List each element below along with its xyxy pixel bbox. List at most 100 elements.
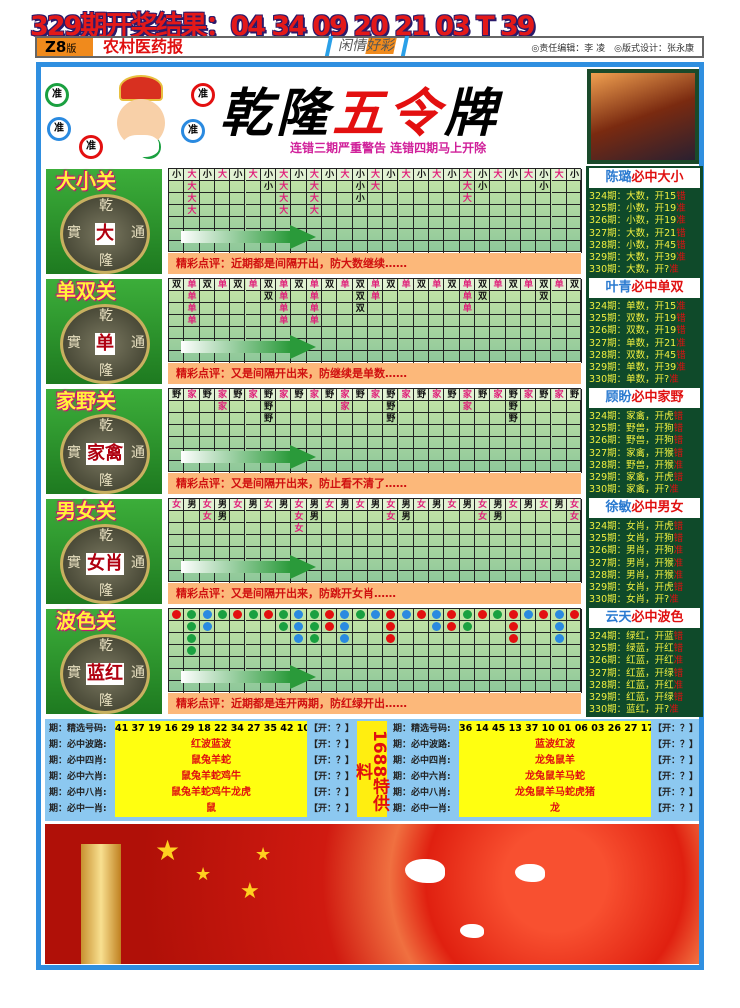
grid-cell (291, 181, 307, 193)
prediction-text: 324期：女肖，开虎 (589, 521, 674, 532)
grid-cell (398, 499, 414, 511)
grid-cell (230, 621, 246, 633)
grid-cell (536, 351, 552, 363)
grid-cell (459, 559, 475, 571)
grid-cell (383, 499, 399, 511)
grid-cell (230, 181, 246, 193)
grid-cell (352, 279, 368, 291)
grid-cell (520, 401, 537, 413)
grid-cell (520, 327, 537, 339)
section-3: 乾隆實通家禽 家野关野家野家家野家野野野家野家野家家野家野野野家野家野家家野家野野… (45, 386, 703, 497)
grid-cell (337, 315, 353, 327)
pick-label: 期：精选号码: (393, 724, 451, 734)
predictor-name: 徐敏 (605, 500, 632, 515)
grid-cell (383, 315, 399, 327)
grid-cell (444, 645, 460, 657)
grid-cell (383, 181, 399, 193)
prediction-result: 错 (673, 533, 684, 545)
grid-cell (399, 461, 414, 473)
grid-cell (276, 425, 292, 437)
grid-cell (551, 193, 567, 205)
coin-glyph: 隆 (99, 363, 113, 379)
grid-cell (169, 681, 185, 693)
grid-cell (200, 461, 215, 473)
grid-cell (383, 193, 399, 205)
grid-cell (291, 389, 307, 401)
grid-cell (536, 279, 552, 291)
grid-cell (199, 279, 215, 291)
color-ball-icon (325, 610, 334, 619)
grid-cell (199, 621, 215, 633)
grid-cell (413, 449, 430, 461)
grid-cell (551, 645, 567, 657)
prediction-text: 328期：双数，开45 (589, 349, 677, 361)
grid-cell (276, 193, 292, 205)
grid-cell (337, 327, 353, 339)
slogan: 闲情好彩 (324, 36, 410, 56)
grid-cell (169, 351, 185, 363)
grid-cell (383, 241, 399, 253)
grid-cell (214, 327, 231, 339)
coin-glyph: 隆 (99, 253, 113, 269)
trend-grid: 双单单单单双单双单双双 单单单单双单单单单双单双双双 单单双单双单双单单单 双双单双单… (168, 278, 583, 363)
version-suffix: 版 (66, 44, 77, 55)
grid-cell (260, 547, 277, 559)
grid-cell (230, 327, 246, 339)
pick-value: 鼠兔羊蛇鸡牛 (115, 769, 307, 785)
grid-cell (353, 241, 368, 253)
grid-cell (306, 425, 322, 437)
warning-text: 连错三期严重警告 连错四期马上开除 (290, 141, 487, 155)
grid-cell (566, 547, 583, 559)
grid-cell (413, 315, 430, 327)
prediction-result: 错 (673, 435, 684, 447)
prediction-text: 325期：小数，开19 (589, 203, 677, 215)
grid-cell (444, 181, 460, 193)
section-title: 单双关 (56, 279, 116, 303)
grid-cell (567, 571, 583, 583)
grid-cell (383, 559, 399, 571)
grid-column-values: 野 (416, 390, 426, 400)
grid-cell (169, 217, 185, 229)
prediction-row: 328期：红蓝，开红准 (589, 680, 700, 692)
grid-cell (521, 351, 537, 363)
grid-cell (367, 291, 384, 303)
prediction-text: 328期：男肖，开猴 (589, 569, 674, 581)
grid-cell (337, 291, 353, 303)
color-ball-icon (370, 610, 380, 619)
grid-cell (245, 535, 261, 547)
grid-cell (566, 315, 583, 327)
grid-cell (367, 217, 384, 229)
grid-cell (169, 241, 185, 253)
grid-cell (276, 621, 292, 633)
grid-cell (214, 437, 231, 449)
color-ball-icon (294, 610, 304, 619)
grid-cell (214, 621, 231, 633)
grid-cell (536, 437, 552, 449)
grid-cell (551, 499, 567, 511)
grid-cell (413, 205, 430, 217)
grid-cell (306, 523, 322, 535)
grid-cell (444, 389, 460, 401)
grid-cell (215, 571, 231, 583)
grid-cell (291, 511, 307, 523)
grid-cell (566, 657, 583, 669)
grid-cell (490, 279, 506, 291)
grid-cell (536, 291, 552, 303)
grid-cell (398, 535, 414, 547)
grid-column-values: 家 (554, 390, 564, 400)
grid-cell (459, 669, 475, 681)
prediction-row: 324期：单数，开15准 (589, 301, 700, 313)
grid-cell (460, 351, 475, 363)
grid-cell (169, 205, 185, 217)
pick-open: 【开：？】 (309, 740, 355, 750)
grid-cell (551, 291, 567, 303)
grid-cell (169, 633, 185, 645)
grid-cell (536, 389, 552, 401)
pick-row: 期：必中一肖: 鼠【开：？】 (45, 801, 354, 817)
grid-cell (566, 193, 583, 205)
grid-cell (490, 205, 506, 217)
grid-cell (322, 327, 338, 339)
grid-cell (322, 621, 338, 633)
grid-cell (214, 535, 231, 547)
grid-column-values: 女 (172, 500, 182, 510)
